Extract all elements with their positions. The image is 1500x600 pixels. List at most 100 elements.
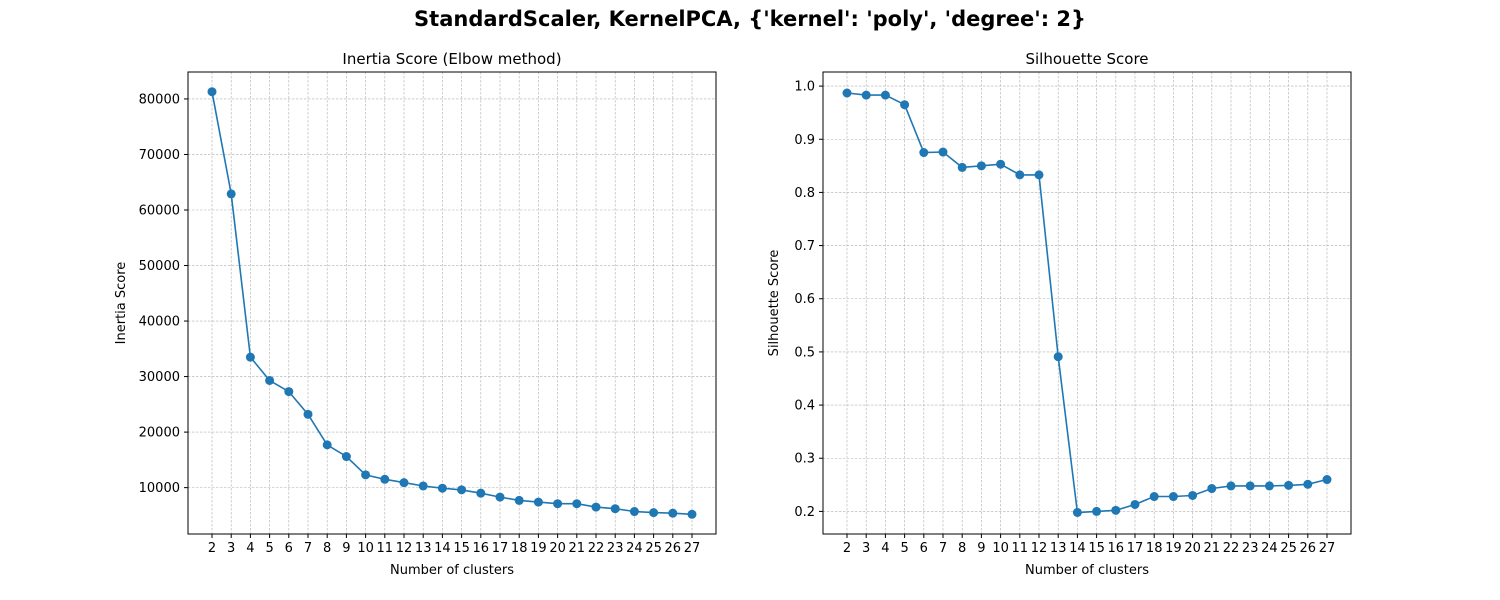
data-point — [996, 159, 1006, 169]
x-tick-label: 5 — [265, 541, 273, 556]
x-tick-label: 14 — [434, 541, 451, 556]
data-point — [668, 508, 678, 518]
x-tick-label: 10 — [357, 541, 374, 556]
y-tick-label: 0.6 — [794, 292, 815, 307]
x-tick-label: 9 — [977, 541, 985, 556]
x-axis-label: Number of clusters — [390, 563, 514, 578]
x-tick-label: 5 — [900, 541, 908, 556]
data-point — [226, 189, 236, 199]
data-point — [1130, 499, 1140, 509]
data-point — [1092, 506, 1102, 516]
x-tick-label: 3 — [227, 541, 235, 556]
series-line — [211, 91, 693, 516]
x-tick-label: 21 — [569, 541, 586, 556]
data-point — [476, 488, 486, 498]
x-tick-label: 13 — [1050, 541, 1067, 556]
data-point — [245, 352, 255, 362]
x-tick-label: 12 — [396, 541, 413, 556]
y-tick-label: 10000 — [139, 481, 180, 496]
x-tick-label: 8 — [323, 541, 331, 556]
data-point — [976, 161, 986, 171]
y-tick-label: 0.8 — [794, 186, 815, 201]
data-point — [919, 148, 929, 158]
y-axis-label: Silhouette Score — [767, 250, 782, 357]
y-tick-label: 40000 — [139, 315, 180, 330]
data-point — [1245, 481, 1255, 491]
x-tick-label: 8 — [958, 541, 966, 556]
y-tick-label: 80000 — [139, 92, 180, 107]
data-point — [1168, 492, 1178, 502]
x-tick-label: 13 — [415, 541, 432, 556]
chart-title: Inertia Score (Elbow method) — [342, 50, 561, 68]
data-point — [880, 90, 890, 100]
x-tick-label: 19 — [1165, 541, 1182, 556]
x-tick-label: 21 — [1204, 541, 1221, 556]
x-tick-label: 23 — [607, 541, 624, 556]
data-point — [1053, 352, 1063, 362]
data-point — [553, 499, 563, 509]
x-tick-label: 17 — [1127, 541, 1144, 556]
data-point — [1111, 505, 1121, 515]
x-tick-label: 24 — [1261, 541, 1278, 556]
x-tick-label: 7 — [939, 541, 947, 556]
data-point — [900, 100, 910, 110]
data-point — [303, 409, 313, 419]
x-tick-label: 9 — [342, 541, 350, 556]
data-point — [1072, 507, 1082, 517]
y-tick-label: 0.2 — [794, 505, 815, 520]
y-tick-label: 20000 — [139, 426, 180, 441]
y-axis-label: Inertia Score — [114, 262, 129, 345]
y-tick-label: 0.3 — [794, 452, 815, 467]
data-point — [1149, 492, 1159, 502]
data-point — [938, 147, 948, 157]
y-tick-label: 70000 — [139, 148, 180, 163]
data-point — [457, 485, 467, 495]
data-point — [399, 478, 409, 488]
data-point — [957, 162, 967, 172]
x-tick-label: 16 — [473, 541, 490, 556]
y-tick-label: 50000 — [139, 259, 180, 274]
silhouette-chart: 2 3 4 5 6 7 8 9 10 11 12 13 14 15 16 17 18 19 20 21 22 23 24 25… — [767, 50, 1352, 578]
data-point — [1188, 490, 1198, 500]
x-tick-label: 11 — [377, 541, 394, 556]
x-tick-label: 15 — [1088, 541, 1105, 556]
x-tick-label: 24 — [626, 541, 643, 556]
y-tick-label: 30000 — [139, 370, 180, 385]
x-tick-label: 27 — [684, 541, 701, 556]
x-tick-label: 6 — [285, 541, 293, 556]
data-point — [649, 508, 659, 518]
x-tick-label: 2 — [843, 541, 851, 556]
data-point — [629, 507, 639, 517]
x-tick-label: 18 — [511, 541, 528, 556]
x-tick-label: 22 — [588, 541, 605, 556]
data-point — [1284, 480, 1294, 490]
x-tick-label: 11 — [1012, 541, 1029, 556]
data-point — [495, 492, 505, 502]
x-tick-label: 26 — [1300, 541, 1317, 556]
data-point — [437, 483, 447, 493]
x-tick-label: 15 — [453, 541, 470, 556]
x-tick-label: 10 — [992, 541, 1009, 556]
x-tick-label: 2 — [208, 541, 216, 556]
data-point — [1264, 481, 1274, 491]
data-point — [572, 499, 582, 509]
x-tick-label: 25 — [1280, 541, 1297, 556]
y-tick-label: 0.7 — [794, 239, 815, 254]
data-point — [322, 440, 332, 450]
x-tick-label: 7 — [304, 541, 312, 556]
y-tick-label: 0.4 — [794, 399, 815, 414]
data-point — [341, 452, 351, 462]
y-tick-label: 60000 — [139, 203, 180, 218]
x-tick-label: 14 — [1069, 541, 1086, 556]
chart-title: Silhouette Score — [1025, 50, 1148, 68]
data-point — [514, 495, 524, 505]
series-line — [846, 92, 1328, 514]
x-axis-label: Number of clusters — [1025, 563, 1149, 578]
data-point — [361, 470, 371, 480]
x-tick-label: 17 — [492, 541, 509, 556]
data-point — [207, 87, 217, 97]
data-point — [533, 497, 543, 507]
data-point — [284, 387, 294, 397]
x-tick-label: 23 — [1242, 541, 1259, 556]
inertia-chart: 2 3 4 5 6 7 8 9 10 11 12 13 14 15 16 17 18 19 20 21 22 23 24 25… — [114, 50, 717, 578]
